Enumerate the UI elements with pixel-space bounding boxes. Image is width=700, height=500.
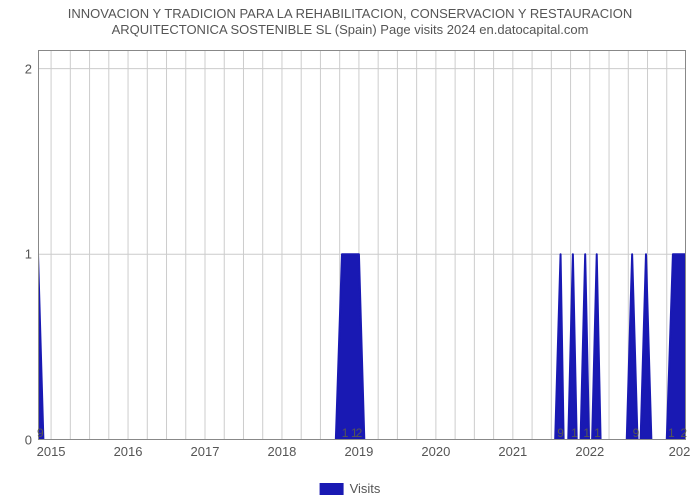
- legend-swatch: [320, 483, 344, 495]
- y-tick-label: 0: [25, 433, 32, 448]
- legend-label: Visits: [350, 481, 381, 496]
- y-tick-label: 1: [25, 247, 32, 262]
- value-label: 1: [583, 426, 590, 440]
- x-tick-label: 2016: [114, 444, 143, 459]
- value-label: 9: [37, 426, 44, 440]
- legend: Visits: [320, 481, 381, 496]
- x-tick-label: 2019: [344, 444, 373, 459]
- value-label: 1: [571, 426, 578, 440]
- x-tick-label: 2020: [421, 444, 450, 459]
- x-tick-label: 202: [669, 444, 691, 459]
- plot-area: 0122015201620172018201920202021202220291…: [38, 50, 686, 440]
- value-label: 2: [680, 426, 687, 440]
- x-tick-label: 2021: [498, 444, 527, 459]
- value-label: 1: [594, 426, 601, 440]
- chart-title: INNOVACION Y TRADICION PARA LA REHABILIT…: [0, 0, 700, 39]
- chart-container: INNOVACION Y TRADICION PARA LA REHABILIT…: [0, 0, 700, 500]
- chart-svg: [38, 50, 686, 440]
- x-tick-label: 2017: [191, 444, 220, 459]
- value-label: 2: [356, 426, 363, 440]
- value-label: 9: [633, 426, 640, 440]
- x-tick-label: 2018: [267, 444, 296, 459]
- value-label: 1: [342, 426, 349, 440]
- x-tick-label: 2015: [37, 444, 66, 459]
- y-tick-label: 2: [25, 61, 32, 76]
- chart-title-line1: INNOVACION Y TRADICION PARA LA REHABILIT…: [68, 6, 632, 21]
- value-label: 9: [557, 426, 564, 440]
- x-tick-label: 2022: [575, 444, 604, 459]
- chart-title-line2: ARQUITECTONICA SOSTENIBLE SL (Spain) Pag…: [112, 22, 589, 37]
- value-label: 1: [668, 426, 675, 440]
